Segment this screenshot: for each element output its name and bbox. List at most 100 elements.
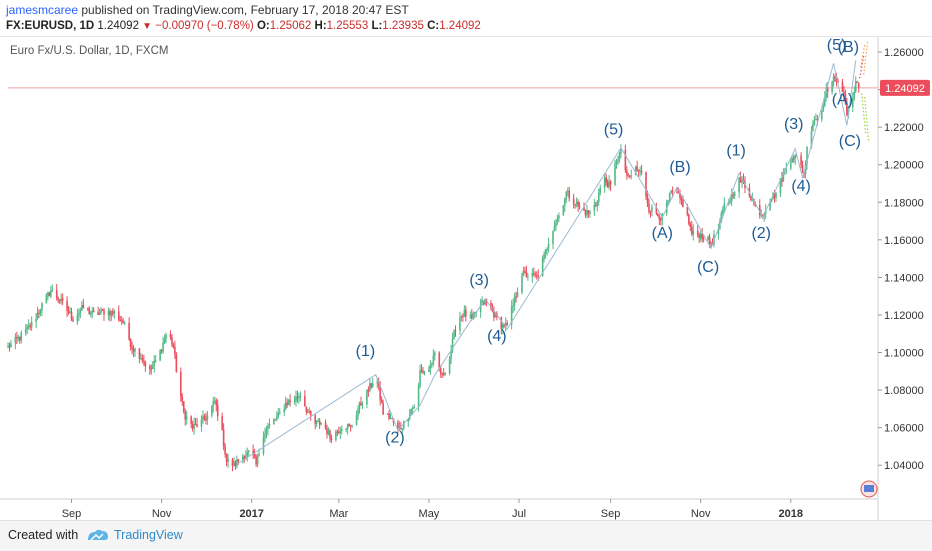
candle (97, 306, 99, 316)
candle (459, 311, 461, 335)
candle (8, 342, 11, 352)
price-change: −0.00970 (−0.78%) (155, 20, 254, 32)
candle (574, 203, 576, 209)
candle (355, 410, 358, 426)
candle (252, 444, 254, 459)
candle (661, 213, 664, 226)
candle (38, 309, 40, 318)
candle (637, 169, 640, 177)
candle (657, 212, 659, 217)
candle (534, 271, 537, 278)
wave-label: (2) (385, 430, 405, 447)
wave-label: (C) (697, 259, 719, 276)
candle (408, 408, 411, 421)
candle (327, 427, 330, 436)
candle (575, 197, 578, 208)
candle (143, 354, 145, 366)
candle (336, 429, 339, 437)
candle (696, 224, 699, 238)
candle (144, 360, 147, 372)
y-tick-label: 1.22000 (884, 122, 924, 134)
candle (72, 316, 74, 322)
y-tick-label: 1.14000 (884, 272, 924, 284)
candle (88, 305, 91, 315)
candle (419, 364, 421, 389)
down-triangle-icon: ▼ (142, 21, 153, 32)
candle (857, 82, 860, 93)
candle (265, 425, 268, 439)
author-link[interactable]: jamesmcaree (6, 3, 79, 17)
candle (150, 364, 153, 375)
candle (190, 415, 192, 429)
candle (308, 407, 311, 414)
candle (35, 312, 37, 329)
candle (55, 283, 58, 301)
price-chart[interactable]: Euro Fx/U.S. Dollar, 1D, FXCM (1) (2) (3) (… (0, 37, 932, 521)
x-tick-label: Sep (62, 508, 82, 520)
candle (522, 266, 525, 277)
candle (267, 422, 269, 436)
candle (469, 311, 472, 320)
chart-title: Euro Fx/U.S. Dollar, 1D, FXCM (10, 45, 168, 57)
candle (256, 453, 259, 468)
candle (92, 307, 95, 313)
candle (278, 407, 281, 415)
candle (380, 396, 383, 404)
candle (410, 408, 412, 416)
candle (698, 232, 700, 244)
candle (806, 146, 808, 170)
candle (668, 192, 671, 203)
candle (532, 267, 535, 277)
candle (76, 309, 79, 325)
tradingview-logo-icon[interactable] (86, 528, 110, 547)
candle (182, 401, 185, 414)
candle (30, 316, 33, 332)
candle (48, 291, 51, 297)
candle (792, 154, 795, 163)
candle (309, 410, 312, 421)
candle (597, 188, 600, 206)
candle (651, 204, 653, 217)
candle (670, 189, 672, 194)
candle (101, 308, 104, 311)
candle (67, 305, 70, 316)
candle (224, 443, 226, 458)
candle (846, 97, 848, 117)
candle (274, 418, 277, 421)
candle (131, 341, 133, 355)
tradingview-brand-link[interactable]: TradingView (114, 528, 183, 542)
x-tick-label: Nov (691, 508, 711, 520)
candle (255, 454, 257, 467)
x-tick-label: Mar (329, 508, 348, 520)
chart-area[interactable]: Euro Fx/U.S. Dollar, 1D, FXCM (1) (2) (3) (… (0, 36, 932, 521)
candle (51, 284, 54, 293)
candle (634, 165, 637, 176)
candle (273, 417, 275, 425)
candle (434, 350, 436, 361)
wave-count-line (236, 60, 857, 465)
y-tick-label: 1.16000 (884, 235, 924, 247)
candle (630, 169, 633, 180)
candle (338, 426, 340, 435)
candle (180, 367, 182, 402)
candle (39, 308, 42, 317)
candle (804, 160, 807, 179)
candle (555, 219, 557, 231)
candle (429, 360, 432, 375)
candle (812, 120, 814, 132)
candle (451, 332, 454, 354)
candle (377, 377, 380, 391)
candle (453, 329, 455, 340)
candle (504, 317, 507, 332)
candle (295, 390, 297, 407)
candle (69, 306, 71, 314)
candle (26, 323, 28, 335)
candle (688, 213, 690, 226)
candle (27, 319, 30, 330)
candle (490, 300, 492, 311)
symbol-label: FX:EURUSD, 1D (6, 20, 95, 32)
candle (609, 179, 612, 191)
candle (841, 79, 844, 93)
candle (89, 310, 92, 318)
last-price: 1.24092 (97, 20, 139, 32)
